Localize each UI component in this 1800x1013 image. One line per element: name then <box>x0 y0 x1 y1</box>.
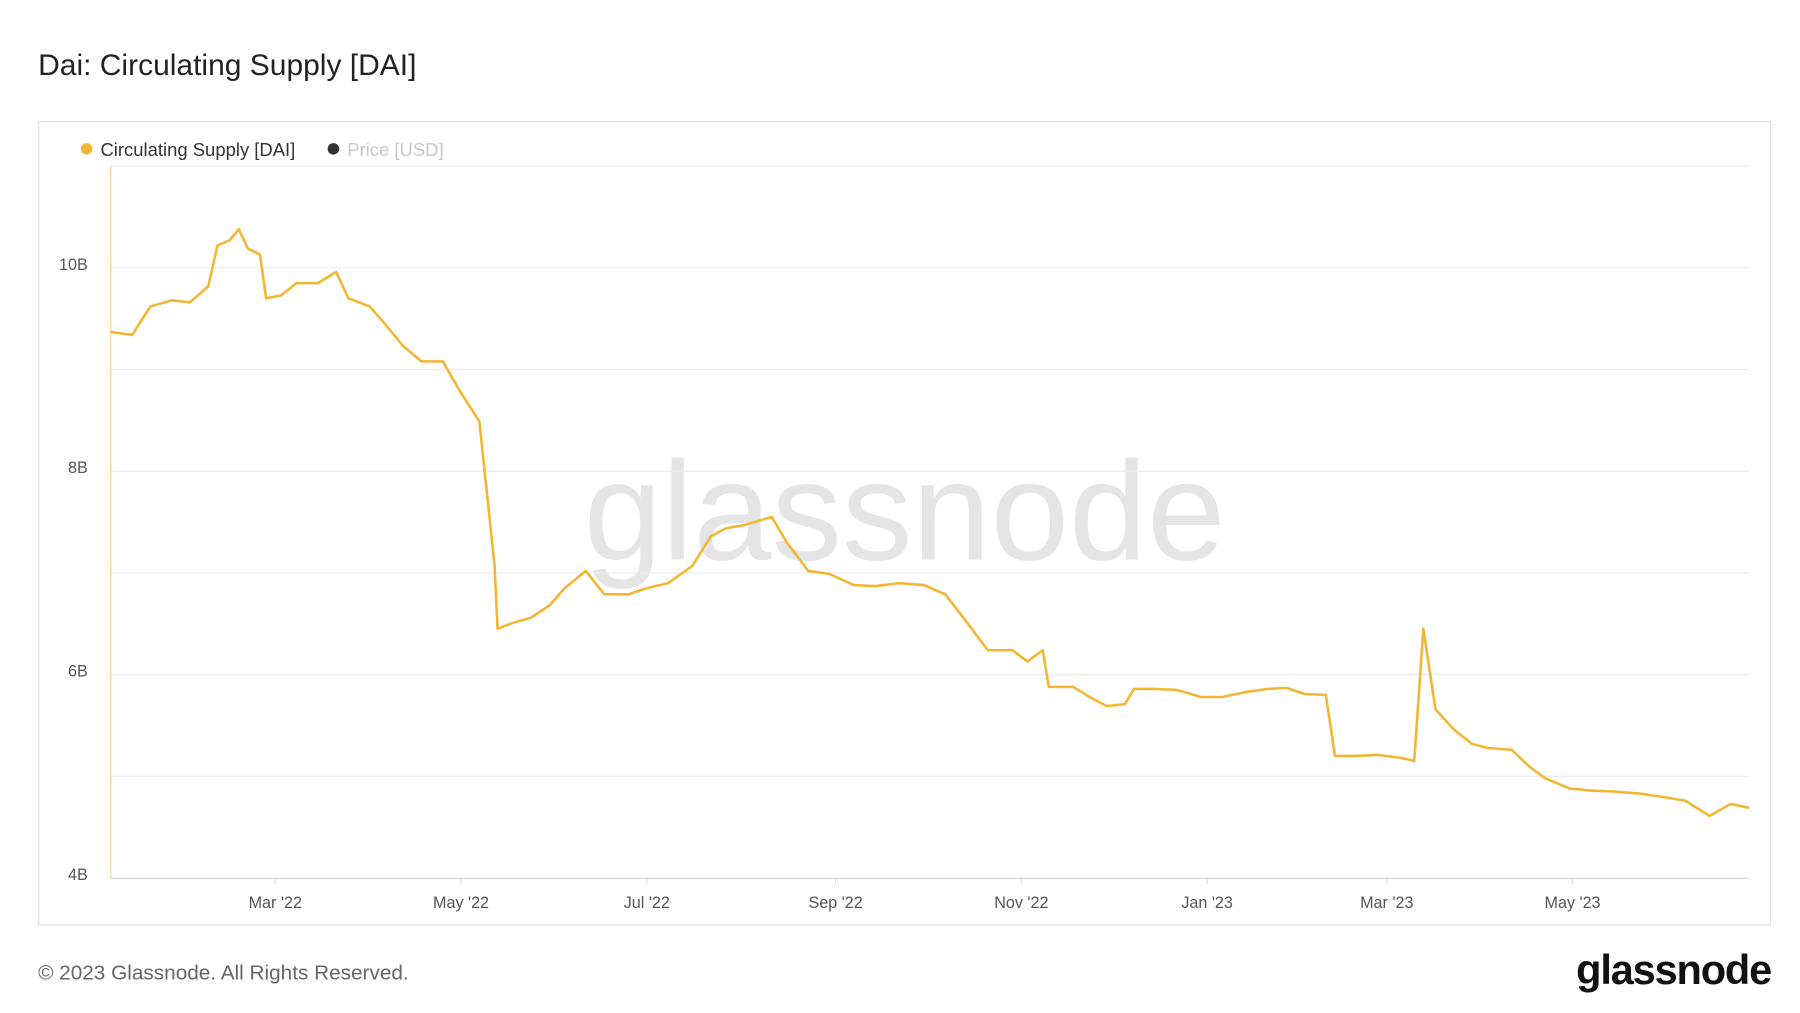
x-tick-label: Jan '23 <box>1181 894 1233 912</box>
y-tick-label: 6B <box>68 663 88 681</box>
panel <box>38 121 1772 926</box>
x-tick-label: May '22 <box>433 894 489 912</box>
legend-marker <box>327 143 340 155</box>
chart-title: Dai: Circulating Supply [DAI] <box>38 49 416 82</box>
x-tick-label: Jul '22 <box>624 894 670 912</box>
x-tick-label: Mar '22 <box>249 894 302 912</box>
logo: glassnode <box>1576 946 1771 993</box>
legend-marker <box>80 143 93 155</box>
x-tick-label: Nov '22 <box>994 894 1048 912</box>
data-line <box>110 227 1750 818</box>
y-tick-label: 8B <box>68 459 88 477</box>
watermark: glassnode <box>584 433 1226 590</box>
x-tick-label: Sep '22 <box>808 894 862 912</box>
plot-area: 4B 6B 8B 10B Mar '22 May '22 Jul '22 Sep '22 Nov… <box>59 139 1750 912</box>
legend-label: Circulating Supply [DAI] <box>100 139 295 160</box>
y-tick-label: 10B <box>59 256 88 274</box>
y-tick-label: 4B <box>68 866 88 884</box>
x-tick-label: Mar '23 <box>1360 894 1413 912</box>
x-tick-label: May '23 <box>1545 894 1601 912</box>
footer: © 2023 Glassnode. All Rights Reserved. <box>38 962 409 985</box>
legend-label: Price [USD] <box>347 139 443 160</box>
